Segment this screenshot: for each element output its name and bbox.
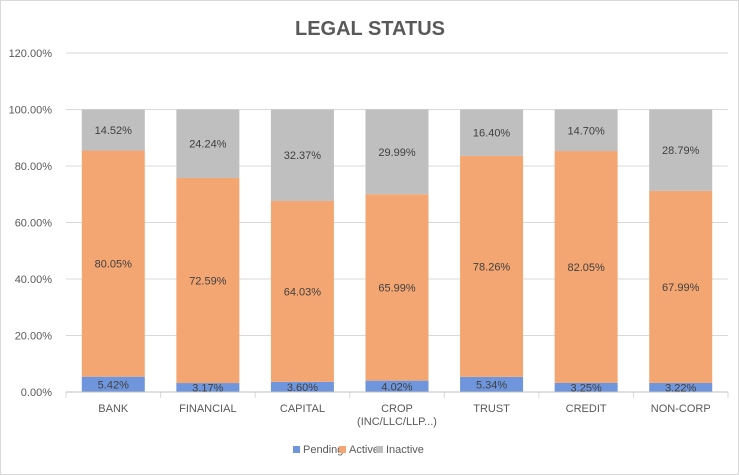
data-label: 5.34% xyxy=(476,379,507,391)
bar-pending xyxy=(270,381,334,392)
x-tick-label: CREDIT xyxy=(566,403,607,415)
bar-inactive xyxy=(649,109,713,191)
data-label: 32.37% xyxy=(284,150,322,162)
bar-inactive xyxy=(270,109,334,201)
bar-inactive xyxy=(81,109,145,151)
legend-swatch-pending xyxy=(293,446,300,453)
x-tick-label: BANK xyxy=(98,403,129,415)
x-tick-label: CROP xyxy=(381,403,413,415)
data-label: 29.99% xyxy=(378,147,416,159)
data-label: 3.25% xyxy=(571,382,602,394)
bar-pending xyxy=(176,383,240,392)
data-label: 64.03% xyxy=(284,286,322,298)
data-label: 14.52% xyxy=(95,125,133,137)
x-tick-label: FINANCIAL xyxy=(179,403,236,415)
legend-swatch-active xyxy=(339,446,346,453)
data-label: 65.99% xyxy=(378,282,416,294)
data-label: 24.24% xyxy=(189,139,227,151)
x-tick-label: CAPITAL xyxy=(280,403,325,415)
bar-active xyxy=(649,190,713,383)
y-tick-label: 60.00% xyxy=(15,218,53,230)
chart-title: LEGAL STATUS xyxy=(295,18,445,40)
bar-pending xyxy=(365,380,429,392)
bar-pending xyxy=(81,376,145,392)
data-label: 3.22% xyxy=(665,382,696,394)
bar-inactive xyxy=(460,109,524,156)
bar-active xyxy=(460,155,524,377)
y-tick-label: 80.00% xyxy=(15,161,53,173)
x-tick-label: NON-CORP xyxy=(651,403,711,415)
bar-active xyxy=(554,151,618,383)
data-label: 5.42% xyxy=(98,379,129,391)
y-tick-label: 120.00% xyxy=(9,48,53,60)
data-label: 78.26% xyxy=(473,261,511,273)
data-label: 82.05% xyxy=(567,262,605,274)
bar-inactive xyxy=(554,109,618,152)
bar-active xyxy=(176,177,240,384)
data-label: 3.17% xyxy=(192,383,223,395)
data-label: 14.70% xyxy=(567,125,605,137)
x-tick-label: (INC/LLC/LLP...) xyxy=(357,416,437,428)
x-tick-label: TRUST xyxy=(473,403,510,415)
legend-swatch-inactive xyxy=(376,446,383,453)
data-label: 28.79% xyxy=(662,145,700,157)
y-tick-label: 100.00% xyxy=(9,105,53,117)
legend-label: Pending xyxy=(303,444,343,456)
bar-inactive xyxy=(176,109,240,178)
y-tick-label: 20.00% xyxy=(15,331,53,343)
data-label: 16.40% xyxy=(473,128,511,140)
legend-label: Active xyxy=(349,444,379,456)
data-label: 67.99% xyxy=(662,282,700,294)
bar-pending xyxy=(460,376,524,392)
bar-pending xyxy=(649,382,713,392)
y-tick-label: 40.00% xyxy=(15,274,53,286)
bar-active xyxy=(270,200,334,382)
bar-inactive xyxy=(365,109,429,195)
data-label: 80.05% xyxy=(95,259,133,271)
data-label: 4.02% xyxy=(381,381,412,393)
data-label: 3.60% xyxy=(287,382,318,394)
bar-active xyxy=(365,194,429,381)
bar-active xyxy=(81,150,145,377)
legend-label: Inactive xyxy=(386,444,424,456)
y-tick-label: 0.00% xyxy=(21,387,52,399)
data-label: 72.59% xyxy=(189,276,227,288)
bar-pending xyxy=(554,382,618,392)
